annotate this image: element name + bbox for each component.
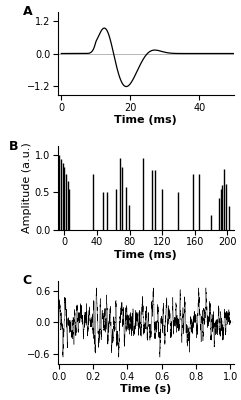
Text: C: C xyxy=(23,274,32,287)
Text: B: B xyxy=(9,140,18,153)
X-axis label: Time (s): Time (s) xyxy=(120,384,171,394)
X-axis label: Time (ms): Time (ms) xyxy=(114,116,177,126)
Text: A: A xyxy=(23,5,32,18)
Y-axis label: Amplitude (a.u.): Amplitude (a.u.) xyxy=(22,143,32,233)
X-axis label: Time (ms): Time (ms) xyxy=(114,250,177,260)
